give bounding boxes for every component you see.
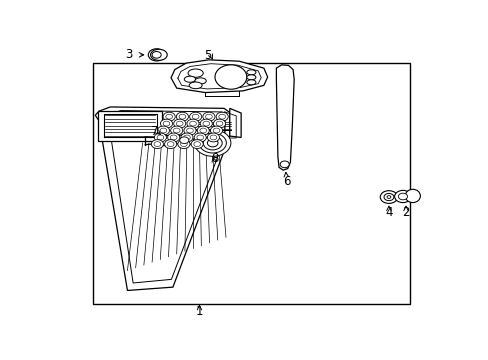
Circle shape (178, 140, 189, 149)
Circle shape (154, 133, 166, 142)
Circle shape (173, 128, 180, 133)
Circle shape (170, 126, 183, 135)
Text: 1: 1 (195, 305, 203, 318)
Ellipse shape (188, 69, 203, 77)
Ellipse shape (246, 75, 255, 80)
Polygon shape (151, 135, 178, 146)
Polygon shape (95, 107, 229, 291)
Circle shape (148, 49, 164, 61)
Text: 8: 8 (210, 152, 218, 165)
Circle shape (203, 136, 222, 150)
Circle shape (186, 119, 199, 128)
Circle shape (173, 119, 185, 128)
Circle shape (165, 114, 172, 119)
Circle shape (180, 137, 188, 144)
Circle shape (219, 114, 225, 119)
Circle shape (199, 133, 226, 153)
Circle shape (157, 126, 169, 135)
Circle shape (163, 112, 175, 121)
Circle shape (181, 133, 193, 142)
Ellipse shape (405, 189, 420, 203)
Ellipse shape (189, 82, 202, 89)
Circle shape (213, 119, 225, 128)
Circle shape (176, 112, 188, 121)
Ellipse shape (150, 49, 167, 60)
Circle shape (280, 161, 289, 168)
Text: 5: 5 (204, 49, 211, 62)
Circle shape (398, 193, 407, 200)
Circle shape (197, 135, 203, 140)
Circle shape (193, 142, 200, 147)
Circle shape (386, 195, 390, 198)
Circle shape (200, 119, 212, 128)
Ellipse shape (175, 135, 193, 146)
Polygon shape (98, 111, 161, 141)
Circle shape (154, 142, 161, 147)
Text: 7: 7 (151, 125, 159, 138)
Circle shape (152, 51, 161, 58)
Circle shape (216, 121, 223, 126)
Ellipse shape (246, 80, 255, 85)
Circle shape (167, 133, 180, 142)
Ellipse shape (215, 65, 246, 89)
Circle shape (189, 121, 196, 126)
Circle shape (207, 133, 219, 142)
Circle shape (170, 135, 177, 140)
Ellipse shape (195, 78, 206, 84)
Text: 4: 4 (385, 206, 392, 219)
Circle shape (191, 140, 203, 149)
Circle shape (394, 190, 410, 203)
Polygon shape (171, 60, 267, 93)
Circle shape (167, 142, 174, 147)
Text: 2: 2 (402, 206, 409, 219)
Circle shape (160, 119, 172, 128)
Circle shape (210, 135, 216, 140)
Polygon shape (276, 65, 294, 170)
Bar (93, 63, 409, 304)
Circle shape (186, 128, 193, 133)
Circle shape (176, 121, 183, 126)
Circle shape (163, 121, 169, 126)
Circle shape (164, 140, 176, 149)
Circle shape (194, 133, 206, 142)
Circle shape (194, 130, 230, 156)
Circle shape (207, 139, 218, 147)
Text: 3: 3 (124, 48, 132, 61)
Circle shape (213, 128, 220, 133)
Text: 6: 6 (282, 175, 290, 188)
Circle shape (180, 142, 187, 147)
Ellipse shape (184, 76, 195, 82)
Ellipse shape (246, 70, 255, 75)
Circle shape (160, 128, 166, 133)
Circle shape (179, 114, 185, 119)
Circle shape (183, 126, 196, 135)
Circle shape (216, 112, 228, 121)
Circle shape (192, 114, 199, 119)
Circle shape (151, 140, 163, 149)
Circle shape (203, 112, 215, 121)
Circle shape (183, 135, 190, 140)
Circle shape (383, 193, 393, 201)
Circle shape (189, 112, 202, 121)
Circle shape (203, 121, 209, 126)
Circle shape (210, 126, 222, 135)
Circle shape (380, 191, 397, 203)
Polygon shape (229, 108, 241, 138)
Circle shape (197, 126, 209, 135)
Circle shape (200, 128, 206, 133)
Circle shape (157, 135, 163, 140)
Circle shape (205, 114, 212, 119)
